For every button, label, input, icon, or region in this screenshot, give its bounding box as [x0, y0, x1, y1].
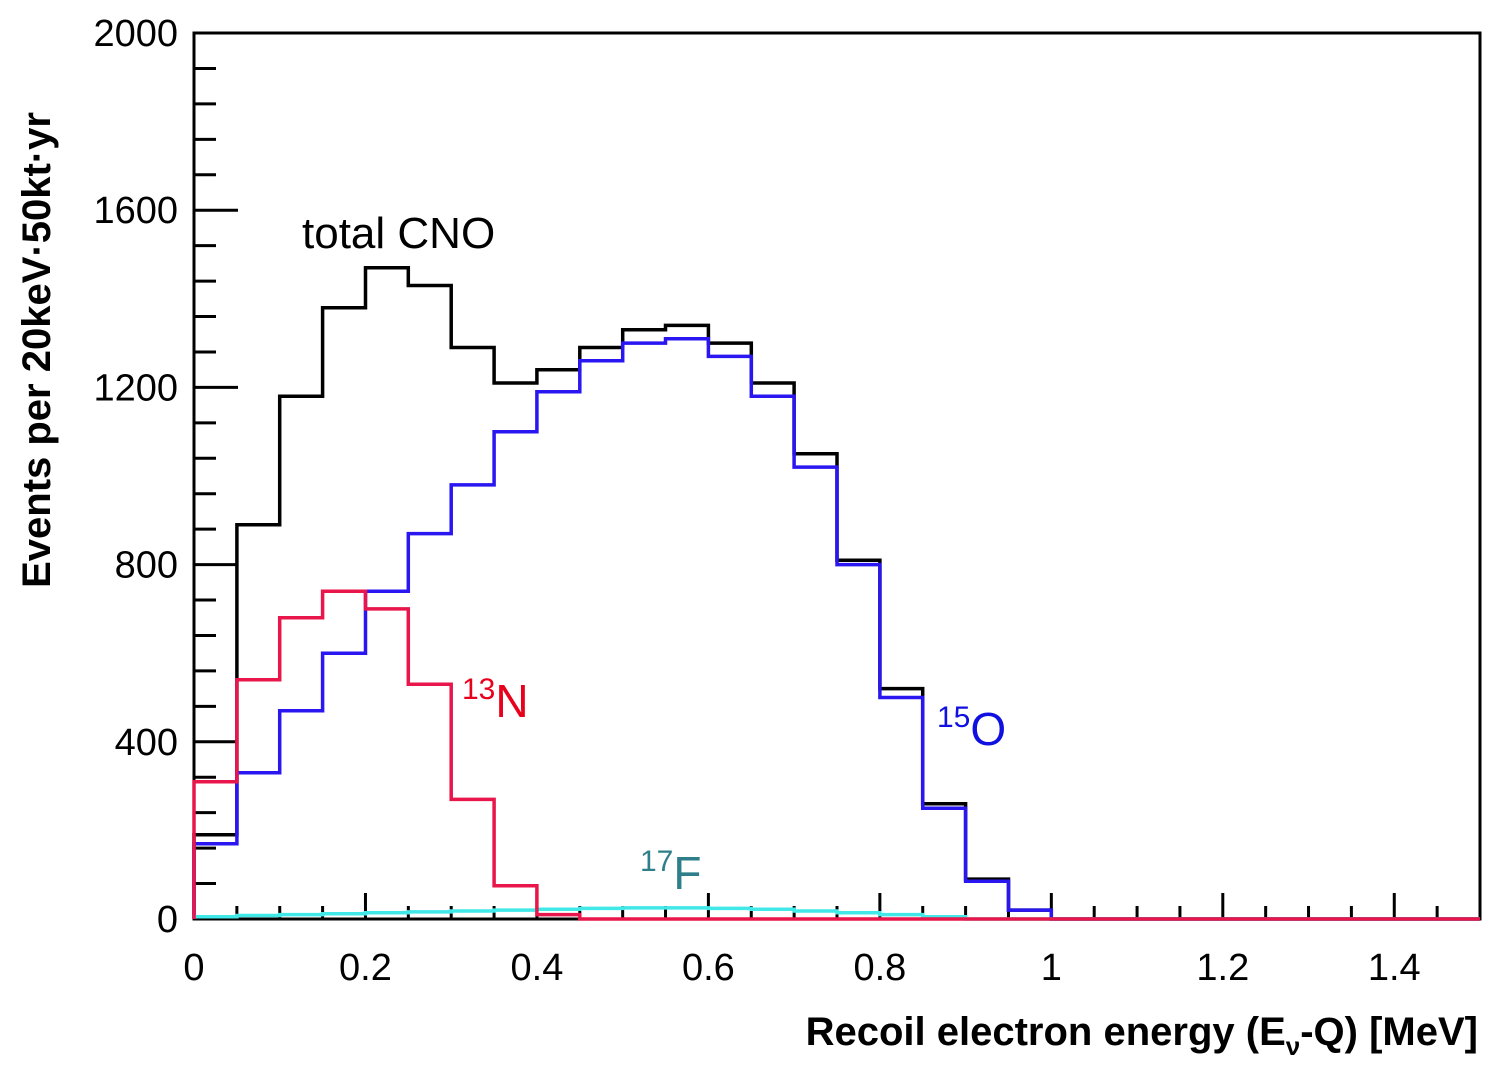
y-axis-ticks: [194, 31, 238, 921]
n13-label: 13N: [462, 673, 529, 727]
o15-label: 15O: [937, 701, 1006, 755]
y-tick-label: 0: [157, 899, 178, 941]
x-tick-label: 0.6: [682, 947, 735, 989]
x-tick-label: 0.2: [339, 947, 392, 989]
o15-label-sup: 15: [937, 701, 970, 734]
x-tick-labels: 0 0.2 0.4 0.6 0.8 1 1.2 1.4: [183, 947, 1420, 989]
x-axis-ticks: [192, 893, 1482, 919]
series-15o: [192, 336, 1480, 921]
x-tick-label: 1.2: [1196, 947, 1249, 989]
x-axis-title: Recoil electron energy (Eν-Q) [MeV]: [806, 1010, 1478, 1061]
total-cno-label: total CNO: [302, 209, 495, 258]
n13-label-text: N: [495, 675, 528, 727]
x-tick-label: 1: [1041, 947, 1062, 989]
series-total-cno: [192, 266, 1480, 921]
y-tick-label: 800: [115, 545, 178, 587]
series-13n: [192, 589, 1480, 921]
x-tick-label: 0.4: [511, 947, 564, 989]
o15-label-text: O: [970, 703, 1006, 755]
f17-label: 17F: [640, 845, 701, 899]
x-tick-label: 0.8: [853, 947, 906, 989]
n13-label-sup: 13: [462, 673, 495, 706]
series-layer: [192, 266, 1480, 921]
y-tick-label: 2000: [93, 13, 178, 55]
x-axis-title-sub: ν: [1286, 1031, 1300, 1061]
y-tick-labels: 0 400 800 1200 1600 2000: [93, 13, 178, 941]
x-axis-title-main: Recoil electron energy (E: [806, 1010, 1286, 1054]
x-axis-title-rest: -Q) [MeV]: [1300, 1010, 1478, 1054]
f17-label-sup: 17: [640, 845, 673, 878]
y-tick-label: 400: [115, 722, 178, 764]
y-axis-title: Events per 20keV·50kt·yr: [15, 112, 59, 588]
f17-label-text: F: [673, 847, 701, 899]
y-tick-label: 1200: [93, 367, 178, 409]
x-tick-label: 1.4: [1368, 947, 1421, 989]
x-tick-label: 0: [183, 947, 204, 989]
y-tick-label: 1600: [93, 190, 178, 232]
